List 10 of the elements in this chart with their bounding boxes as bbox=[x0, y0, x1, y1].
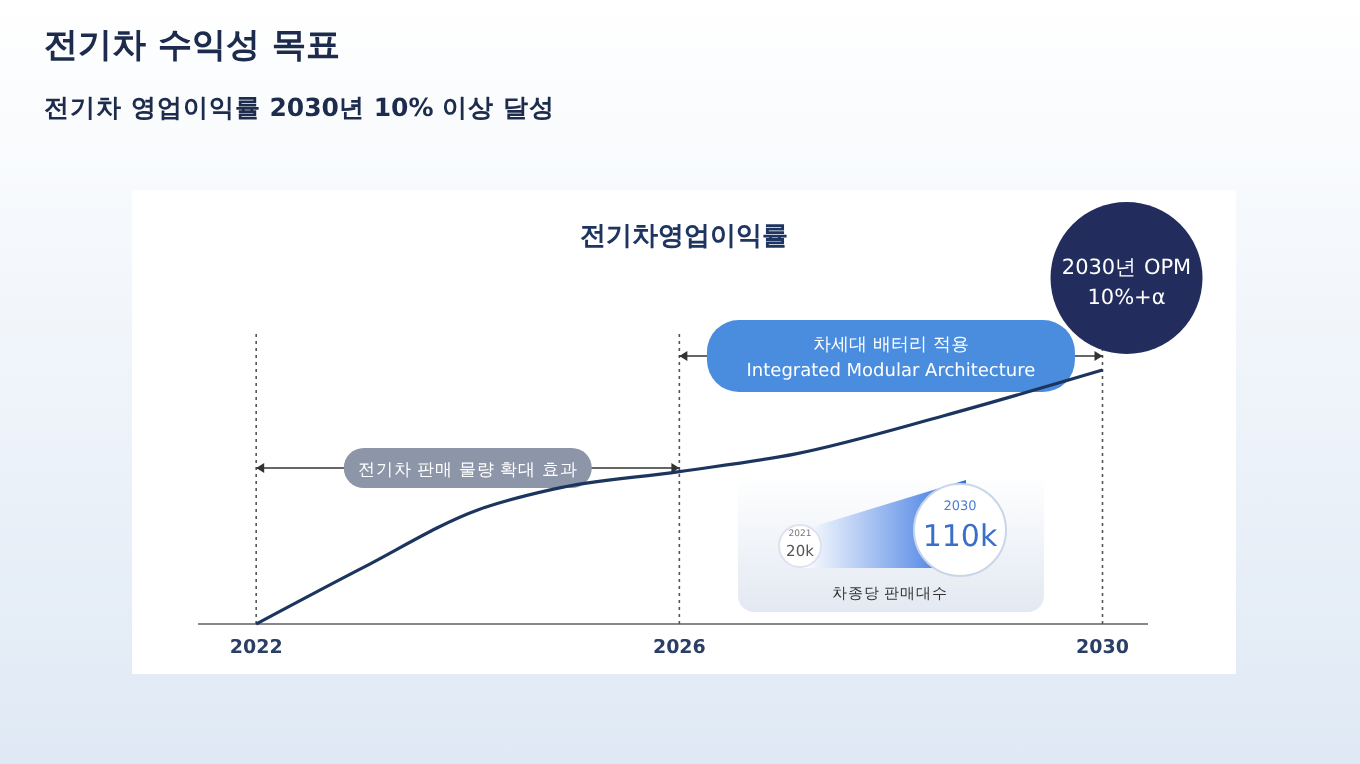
annotation: 전기차 판매 물량 확대 효과 bbox=[357, 461, 578, 481]
chart-subtitle: 전기차 영업이익률 2030년 10% 이상 달성 bbox=[44, 92, 555, 122]
chart-title: 전기차 수익성 목표 bbox=[44, 26, 340, 66]
text: 전기차영업이익률 bbox=[580, 222, 788, 252]
x-tick-label: 2022 bbox=[229, 637, 283, 660]
text: 2030년 OPM 10%+α bbox=[1061, 256, 1192, 310]
x-tick-label: 2026 bbox=[652, 637, 707, 660]
x-tick-label: 2030 bbox=[1076, 637, 1130, 660]
annotation: 110k bbox=[922, 518, 998, 554]
annotation: 차세대 배터리 적용 Integrated Modular Architecture bbox=[746, 336, 1037, 382]
